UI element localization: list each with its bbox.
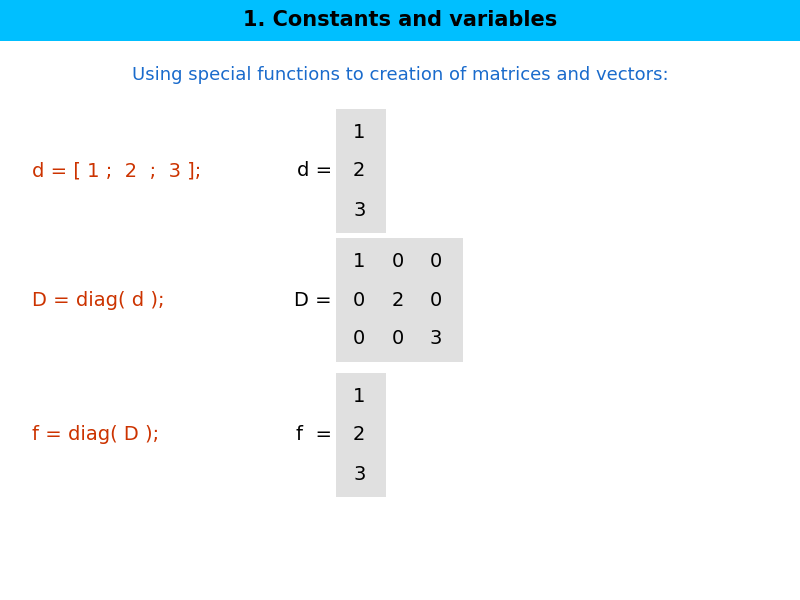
Text: 2: 2	[353, 425, 366, 445]
FancyBboxPatch shape	[336, 238, 463, 362]
Text: d =: d =	[297, 161, 332, 181]
Text: D = diag( d );: D = diag( d );	[32, 290, 165, 310]
Text: f = diag( D );: f = diag( D );	[32, 425, 159, 445]
Text: 0: 0	[430, 251, 442, 271]
Text: 2: 2	[353, 161, 366, 181]
Text: 0: 0	[391, 329, 404, 349]
Text: 0: 0	[430, 290, 442, 310]
Text: 0: 0	[391, 251, 404, 271]
Text: 1: 1	[353, 386, 366, 406]
Text: D =: D =	[294, 290, 332, 310]
Text: 1: 1	[353, 251, 366, 271]
Text: 3: 3	[430, 329, 442, 349]
Text: 3: 3	[353, 464, 366, 484]
Text: d = [ 1 ;  2  ;  3 ];: d = [ 1 ; 2 ; 3 ];	[32, 161, 202, 181]
Text: 0: 0	[353, 290, 366, 310]
Text: 1. Constants and variables: 1. Constants and variables	[243, 10, 557, 31]
Text: 0: 0	[353, 329, 366, 349]
Text: 3: 3	[353, 200, 366, 220]
Text: f  =: f =	[296, 425, 332, 445]
FancyBboxPatch shape	[336, 373, 386, 497]
Text: Using special functions to creation of matrices and vectors:: Using special functions to creation of m…	[132, 66, 668, 84]
Text: 2: 2	[391, 290, 404, 310]
FancyBboxPatch shape	[0, 0, 800, 41]
Text: 1: 1	[353, 122, 366, 142]
FancyBboxPatch shape	[336, 109, 386, 233]
